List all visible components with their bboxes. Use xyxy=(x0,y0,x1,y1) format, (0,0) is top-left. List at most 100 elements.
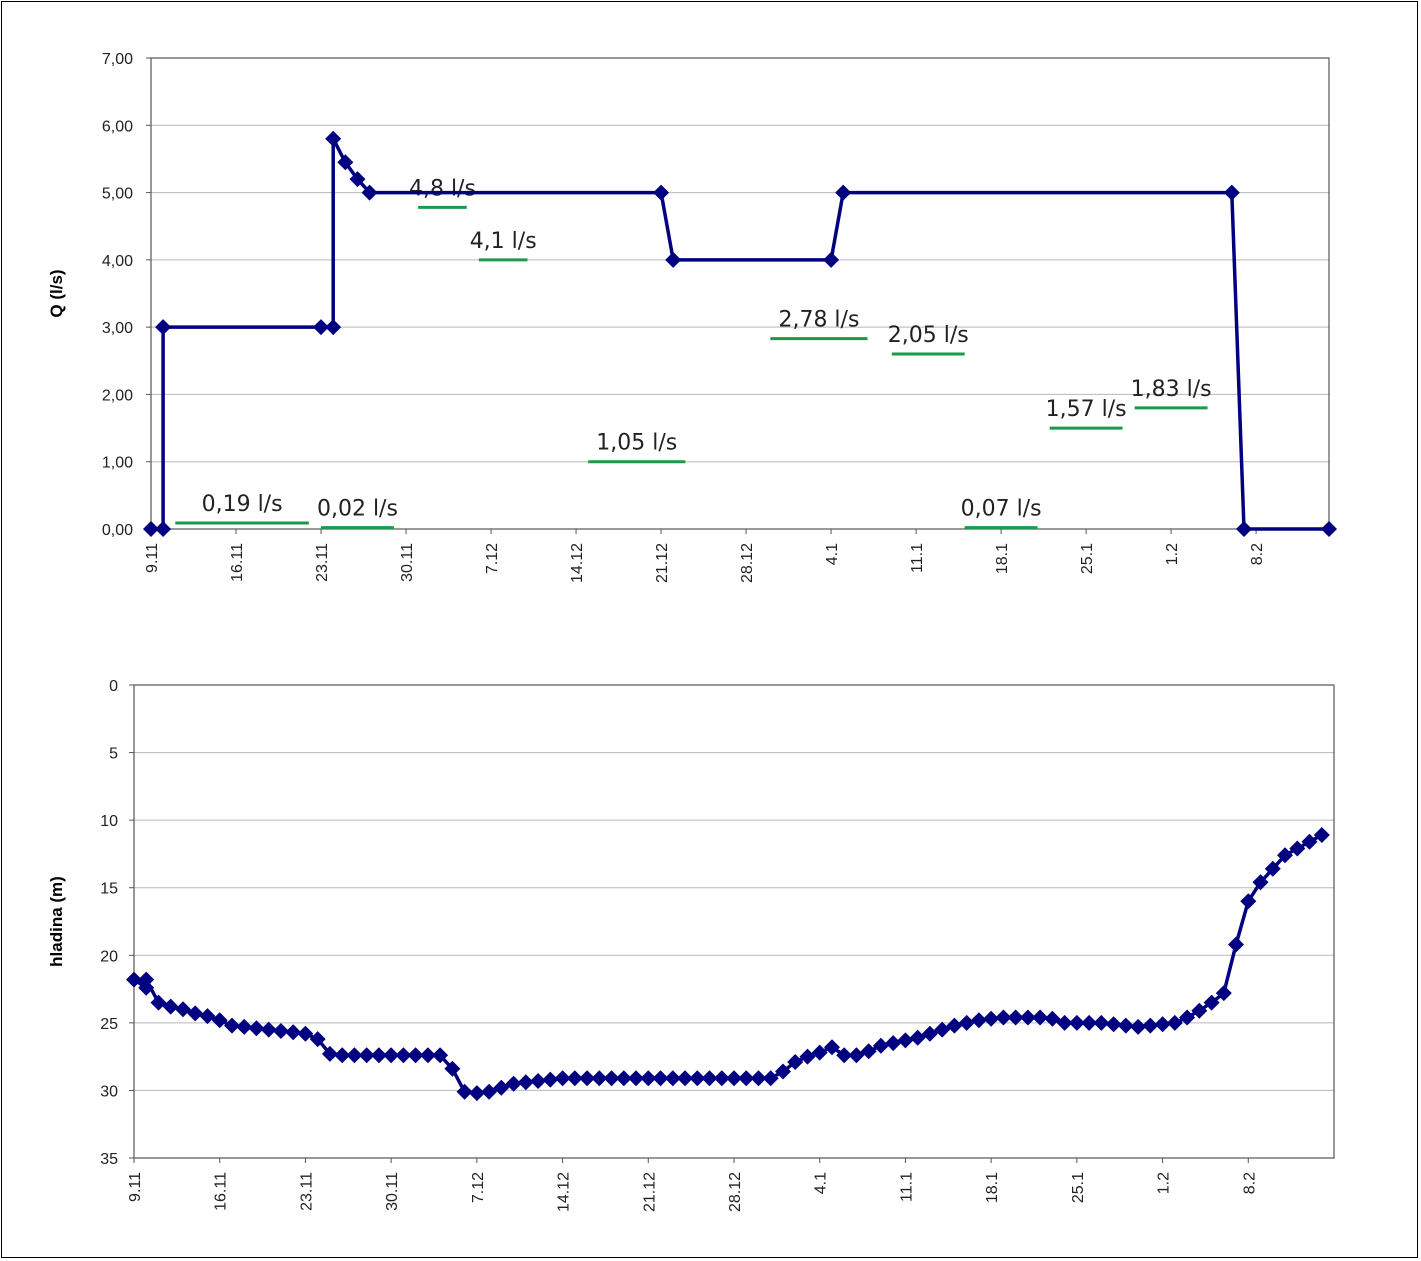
series-line xyxy=(151,136,1329,531)
x-tick-label: 9.11 xyxy=(127,1172,144,1202)
data-point xyxy=(138,979,155,996)
data-point xyxy=(872,1037,889,1054)
data-point xyxy=(155,319,172,336)
data-point xyxy=(1277,847,1293,864)
data-point xyxy=(325,130,342,147)
data-point xyxy=(361,184,378,201)
x-tick-label: 8.2 xyxy=(1241,1172,1258,1194)
data-point xyxy=(603,1070,620,1087)
data-point xyxy=(346,1047,363,1064)
data-point xyxy=(921,1025,938,1042)
data-point xyxy=(787,1054,804,1070)
data-point xyxy=(689,1070,706,1087)
y-tick-label: 5,00 xyxy=(102,186,133,203)
data-point xyxy=(407,1047,424,1064)
y-tick-label: 2,00 xyxy=(102,387,133,404)
x-tick-label: 14.12 xyxy=(556,1172,573,1212)
annotation-label: 0,07 l/s xyxy=(961,497,1042,522)
data-point xyxy=(162,998,179,1015)
data-point xyxy=(126,971,142,988)
data-point xyxy=(358,1047,375,1064)
data-point xyxy=(1191,1002,1208,1019)
y-tick-label: 1,00 xyxy=(102,455,133,472)
x-tick-label: 28.12 xyxy=(739,543,756,583)
y-tick-label: 6,00 xyxy=(102,118,133,135)
annotation-label: 2,05 l/s xyxy=(888,323,969,348)
data-point xyxy=(1105,1016,1122,1033)
y-tick-label: 15 xyxy=(100,881,118,898)
data-point xyxy=(1068,1014,1085,1031)
y-tick-label: 0,00 xyxy=(102,522,133,539)
data-point xyxy=(1236,521,1252,537)
data-point xyxy=(1313,827,1330,843)
x-tick-label: 16.11 xyxy=(213,1172,230,1211)
x-tick-label: 23.11 xyxy=(314,543,331,582)
data-point xyxy=(1142,1017,1159,1034)
data-point xyxy=(199,1008,216,1025)
plot-area xyxy=(150,57,1330,530)
y-tick-label: 25 xyxy=(100,1016,118,1033)
data-point xyxy=(1154,1016,1171,1033)
data-point xyxy=(1166,1014,1183,1031)
data-point xyxy=(1228,936,1244,953)
x-tick-label: 4.1 xyxy=(824,543,841,565)
y-tick-label: 7,00 xyxy=(102,51,133,68)
x-tick-label: 18.1 xyxy=(984,1172,1001,1203)
y-tick-label: 5 xyxy=(109,746,118,763)
y-axis-label: hladina (m) xyxy=(47,876,66,967)
data-point xyxy=(248,1020,265,1037)
data-point xyxy=(143,521,159,537)
data-point xyxy=(835,184,852,201)
annotation-label: 0,19 l/s xyxy=(202,492,283,517)
data-point xyxy=(652,1070,669,1087)
y-tick-label: 0 xyxy=(109,678,118,695)
data-point xyxy=(493,1079,510,1096)
data-point xyxy=(860,1043,877,1060)
data-point xyxy=(738,1070,755,1087)
data-point xyxy=(885,1035,902,1052)
data-point xyxy=(297,1025,314,1042)
data-point xyxy=(726,1070,742,1087)
data-point xyxy=(325,319,342,336)
y-tick-label: 30 xyxy=(100,1083,118,1100)
data-point xyxy=(1240,893,1257,910)
data-point xyxy=(1130,1018,1147,1035)
data-point xyxy=(653,184,670,201)
x-tick-label: 21.12 xyxy=(654,543,671,583)
data-point xyxy=(395,1047,412,1064)
data-point xyxy=(150,994,167,1011)
x-tick-label: 11.1 xyxy=(909,543,926,573)
data-point xyxy=(628,1070,644,1087)
data-point xyxy=(579,1070,596,1087)
data-point xyxy=(1301,833,1318,850)
data-point xyxy=(1179,1009,1196,1026)
data-point xyxy=(468,1085,485,1102)
data-point xyxy=(370,1047,387,1064)
y-tick-label: 35 xyxy=(100,1151,118,1168)
data-point xyxy=(349,171,366,188)
data-point xyxy=(848,1047,865,1064)
data-point xyxy=(615,1070,632,1087)
x-tick-label: 23.11 xyxy=(298,1172,315,1211)
data-point xyxy=(1117,1017,1134,1034)
x-tick-label: 11.1 xyxy=(898,1172,915,1202)
y-axis-label: Q (l/s) xyxy=(47,269,66,317)
data-point xyxy=(444,1060,461,1077)
data-point xyxy=(1223,184,1240,201)
data-point xyxy=(897,1032,914,1049)
x-tick-label: 14.12 xyxy=(569,543,586,583)
data-point xyxy=(1056,1014,1073,1031)
data-point xyxy=(187,1005,204,1022)
x-tick-label: 9.11 xyxy=(144,543,161,573)
data-point xyxy=(542,1071,559,1088)
x-tick-label: 4.1 xyxy=(813,1172,830,1194)
y-tick-label: 4,00 xyxy=(102,253,133,270)
x-tick-label: 28.12 xyxy=(727,1172,744,1212)
data-point xyxy=(1215,985,1232,1002)
data-point xyxy=(665,251,682,268)
data-point xyxy=(958,1014,975,1031)
data-point xyxy=(554,1070,571,1087)
data-point xyxy=(1007,1009,1024,1026)
data-point xyxy=(664,1070,681,1087)
